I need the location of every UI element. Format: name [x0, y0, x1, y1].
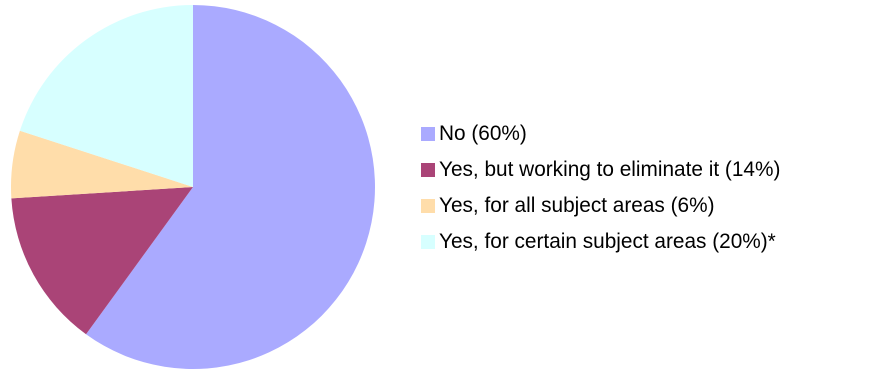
pie-slice-2 [11, 187, 194, 335]
legend-label-4: Yes, for certain subject areas (20%)* [439, 229, 776, 253]
legend-swatch-3 [421, 199, 435, 213]
legend-label-2: Yes, but working to eliminate it (14%) [439, 157, 781, 181]
legend-label-3: Yes, for all subject areas (6%) [439, 193, 715, 217]
pie-slice-4 [19, 5, 193, 187]
legend-label-1: No (60%) [439, 121, 527, 145]
legend-item-1: No (60%) [421, 116, 527, 152]
pie-slice-1 [86, 5, 376, 369]
pie-slice-3 [11, 130, 194, 199]
legend-swatch-2 [421, 163, 435, 177]
legend-item-2: Yes, but working to eliminate it (14%) [421, 152, 780, 188]
legend-swatch-1 [421, 127, 435, 141]
legend-item-3: Yes, for all subject areas (6%) [421, 188, 715, 224]
legend-swatch-4 [421, 235, 435, 249]
legend-item-4: Yes, for certain subject areas (20%)* [421, 224, 776, 260]
legend: No (60%) Yes, but working to eliminate it… [421, 116, 891, 291]
